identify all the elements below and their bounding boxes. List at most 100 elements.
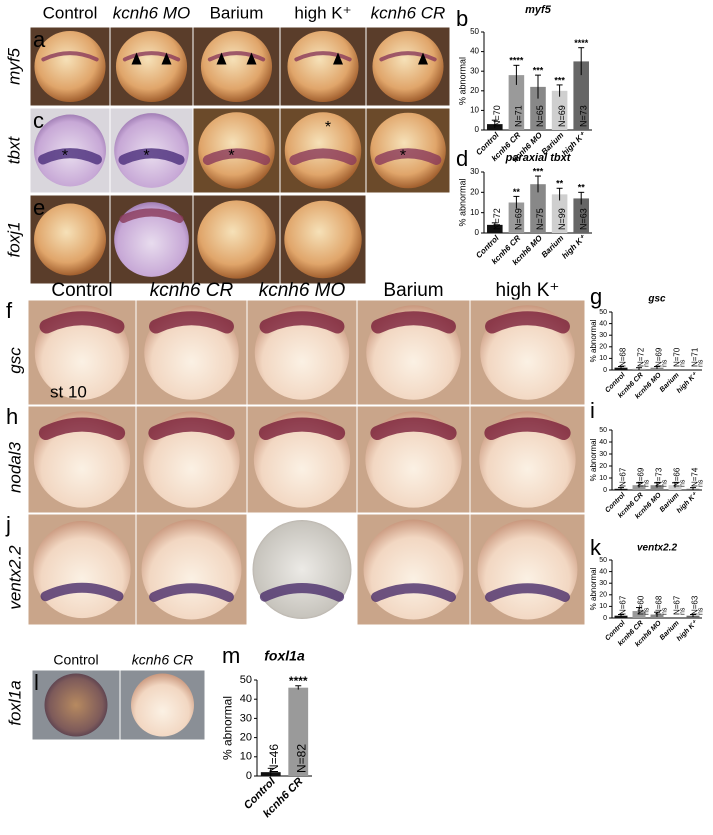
n-label: N=70 (492, 105, 502, 127)
significance: ns (698, 479, 705, 487)
y-tick-label: 30 (470, 66, 479, 75)
embryo (197, 200, 276, 279)
row-label: foxl1a (5, 680, 24, 725)
panel-letter: i (590, 398, 595, 423)
n-label: N=67 (619, 595, 628, 615)
n-label: N=71 (691, 347, 700, 367)
arrowhead (131, 52, 142, 65)
significance: ns (698, 607, 705, 615)
panel-letter: f (6, 298, 13, 323)
x-tick-label: high K⁺ (560, 233, 587, 260)
n-label: N=74 (691, 467, 700, 487)
arrowhead (246, 52, 257, 65)
column-header: Barium (383, 280, 443, 301)
significance: ns (662, 479, 669, 487)
significance: **** (509, 56, 524, 66)
significance: ns (644, 607, 651, 615)
embryo (287, 30, 359, 103)
arrowhead (333, 52, 343, 65)
n-label: N=72 (637, 347, 646, 367)
panel-letter: k (590, 535, 602, 560)
y-tick-label: 20 (599, 592, 607, 599)
chart-title: foxl1a (264, 648, 305, 664)
expression-band (371, 311, 456, 334)
n-label: N=99 (557, 208, 567, 230)
n-label: N=82 (294, 744, 308, 773)
x-tick-label: high K⁺ (676, 371, 700, 395)
y-tick-label: 10 (470, 208, 479, 217)
bar (573, 198, 589, 233)
y-tick-label: 50 (599, 427, 607, 434)
significance: **** (289, 674, 308, 688)
embryo (477, 519, 578, 620)
significance: ns (662, 607, 669, 615)
significance: ns (680, 359, 687, 367)
y-tick-label: 40 (599, 439, 607, 446)
bar (551, 90, 568, 130)
column-header: Control (43, 3, 98, 22)
arrowhead (216, 52, 227, 65)
row-label: foxj1 (4, 222, 23, 258)
bar (573, 61, 589, 130)
bar (530, 86, 546, 130)
expression-band (485, 311, 570, 334)
significance: ns (644, 479, 651, 487)
column-header: Control (51, 280, 112, 301)
y-tick-label: 40 (599, 320, 607, 327)
y-tick-label: 0 (246, 770, 252, 782)
bar (551, 194, 568, 233)
y-tick-label: 50 (470, 27, 479, 36)
expression-band (379, 51, 437, 62)
n-label: N=73 (578, 105, 588, 127)
row-label: nodal3 (5, 441, 24, 493)
y-tick-label: 30 (599, 451, 607, 458)
significance: ns (644, 359, 651, 367)
chart-title: ventx2.2 (637, 543, 677, 554)
panel-letter: b (456, 6, 468, 31)
row-label: myf5 (4, 48, 23, 85)
y-axis-label: % abnormal (458, 178, 468, 226)
y-tick-label: 0 (475, 228, 480, 237)
significance: *** (533, 166, 544, 176)
n-label: N=60 (637, 595, 646, 615)
expression-band (207, 51, 266, 62)
significance: ns (662, 359, 669, 367)
n-label: N=68 (655, 595, 664, 615)
n-label: N=69 (655, 347, 664, 367)
embryo (33, 520, 131, 619)
n-label: N=73 (655, 467, 664, 487)
panel-letter: e (33, 195, 45, 220)
panel-letter: l (34, 670, 39, 695)
row-label: gsc (5, 347, 24, 374)
expression-band (41, 51, 99, 62)
y-tick-label: 40 (599, 568, 607, 575)
column-header: kcnh6 CR (371, 3, 446, 22)
expression-band (202, 148, 271, 166)
column-header: high K⁺ (294, 3, 351, 22)
column-header: Control (53, 652, 98, 668)
expression-band (149, 583, 234, 602)
y-tick-label: 30 (599, 580, 607, 587)
n-label: N=63 (578, 208, 588, 230)
n-label: N=69 (514, 208, 524, 230)
embryo (284, 200, 362, 279)
significance: *** (554, 75, 565, 85)
embryo (131, 673, 194, 737)
embryo (114, 202, 189, 277)
expression-band (370, 417, 457, 441)
x-tick-label: high K⁺ (676, 491, 700, 515)
marker: * (400, 148, 406, 165)
embryo (141, 519, 242, 620)
y-tick-label: 50 (240, 674, 252, 686)
panel-letter: g (590, 284, 602, 309)
significance: ** (578, 183, 586, 193)
y-tick-label: 10 (599, 355, 607, 362)
y-tick-label: 40 (470, 47, 479, 56)
y-tick-label: 10 (599, 603, 607, 610)
panel-letter: m (222, 643, 240, 668)
embryo (363, 519, 464, 620)
n-label: N=69 (557, 105, 567, 127)
expression-band (484, 417, 571, 441)
chart-title: gsc (647, 294, 666, 305)
